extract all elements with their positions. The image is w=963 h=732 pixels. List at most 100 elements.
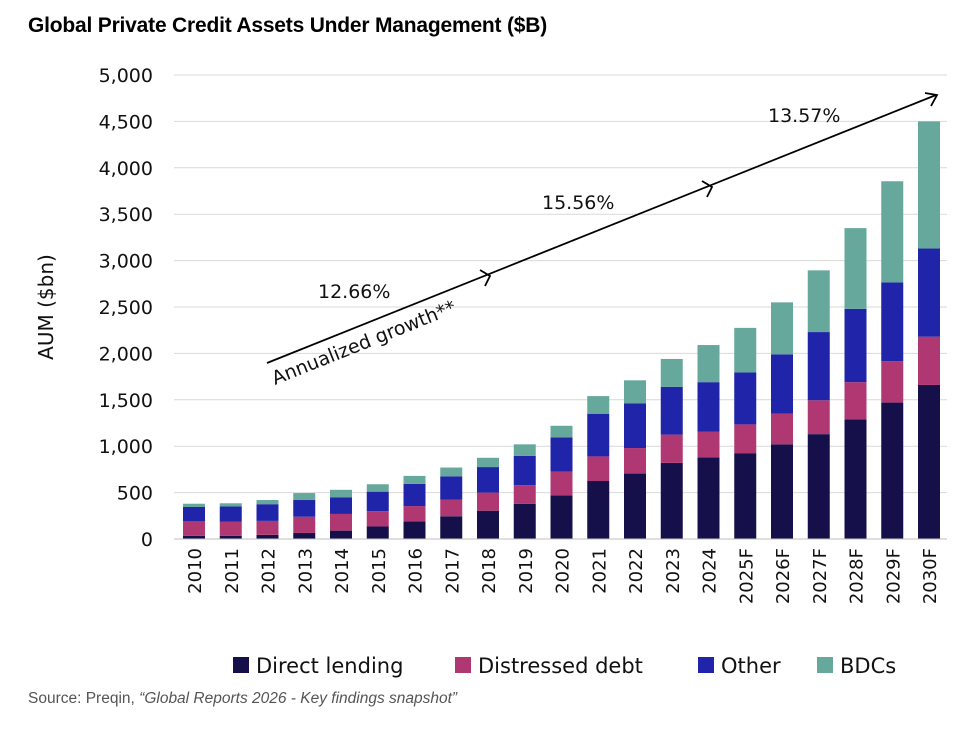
bar-segment	[881, 181, 904, 283]
y-tick-label: 500	[117, 483, 153, 505]
bar-segment	[366, 484, 389, 492]
bar-segment	[183, 521, 205, 536]
bar-segment	[219, 506, 242, 522]
y-tick-label: 2,500	[99, 297, 153, 319]
legend-swatch	[233, 657, 249, 673]
bar-segment	[440, 476, 463, 500]
bar-segment	[256, 500, 279, 505]
x-tick-label: 2015	[369, 548, 390, 594]
bar-segment	[587, 413, 610, 457]
x-tick-label: 2010	[185, 548, 206, 594]
bar-segment	[918, 336, 940, 385]
x-tick-label: 2017	[442, 548, 463, 594]
y-tick-label: 0	[141, 529, 153, 551]
growth-label-2: 15.56%	[542, 192, 614, 214]
x-tick-label: 2011	[222, 548, 243, 594]
bar-segment	[587, 456, 610, 481]
x-tick-label: 2021	[589, 548, 610, 594]
bar-segment	[881, 361, 904, 403]
bar-segment	[403, 483, 426, 507]
bar-segment	[477, 467, 499, 493]
bar-segment	[366, 511, 389, 527]
bar-segment	[477, 457, 499, 468]
y-tick-label: 2,000	[99, 343, 153, 365]
x-tick-label: 2029F	[883, 548, 904, 604]
legend-label: Other	[721, 654, 781, 678]
bar-segment	[734, 453, 757, 539]
bar-segment	[660, 358, 683, 387]
source-prefix: Source: Preqin,	[28, 690, 140, 707]
bar-segment	[624, 403, 646, 449]
x-tick-label: 2026F	[773, 548, 794, 604]
bar-segment	[844, 228, 867, 309]
y-tick-label: 3,000	[99, 251, 153, 273]
growth-arrow	[266, 92, 939, 364]
x-tick-label: 2013	[295, 548, 316, 594]
legend-label: Direct lending	[256, 654, 403, 678]
bar-segment	[697, 345, 720, 383]
legend-label: Distressed debt	[478, 654, 643, 678]
x-tick-label: 2012	[259, 548, 280, 594]
bar-segment	[256, 534, 279, 539]
bar-segment	[881, 402, 904, 539]
bar-segment	[807, 332, 830, 401]
bar-segment	[660, 462, 683, 539]
y-tick-label: 3,500	[99, 204, 153, 226]
bar-segment	[219, 535, 242, 539]
legend: Direct lending Distressed debt Other BDCs	[233, 654, 896, 678]
bar-segment	[624, 380, 646, 404]
x-tick-label: 2022	[626, 548, 647, 594]
bar-segment	[293, 500, 316, 517]
bar-segment	[624, 448, 646, 474]
bar-segment	[293, 532, 316, 539]
y-axis-label: AUM ($bn)	[34, 254, 58, 360]
bar-segment	[550, 495, 573, 539]
bar-segment	[918, 384, 940, 539]
bar-segment	[734, 372, 757, 425]
bar-segment	[183, 503, 205, 507]
bar-segment	[330, 489, 352, 498]
source-title: “Global Reports 2026 - Key findings snap…	[139, 690, 458, 707]
bar-segment	[513, 455, 536, 486]
bar-segment	[660, 434, 683, 463]
bar-segment	[918, 121, 940, 249]
bar-segment	[734, 424, 757, 454]
y-tick-label: 4,500	[99, 111, 153, 133]
bar-segment	[881, 282, 904, 362]
bar-segment	[550, 425, 573, 438]
bar-segment	[844, 308, 867, 383]
bar-segment	[440, 499, 463, 517]
bar-segment	[771, 302, 793, 355]
x-tick-label: 2027F	[810, 548, 831, 604]
growth-label-1: 12.66%	[318, 281, 390, 303]
legend-swatch	[455, 657, 471, 673]
chart-title: Global Private Credit Assets Under Manag…	[28, 14, 548, 37]
bar-segment	[771, 444, 793, 539]
x-tick-label: 2028F	[847, 548, 868, 604]
bar-segment	[513, 444, 536, 456]
bar-segment	[807, 270, 830, 333]
y-tick-label: 5,000	[99, 65, 153, 87]
x-tick-label: 2020	[553, 548, 574, 594]
bar-segment	[330, 513, 352, 531]
x-tick-label: 2025F	[736, 548, 757, 604]
y-axis-ticks: 0 500 1,000 1,500 2,000 2,500 3,000 3,500 4,000 4…	[99, 65, 153, 551]
bar-segment	[366, 526, 389, 539]
bar-segment	[293, 516, 316, 533]
bar-segment	[844, 419, 867, 539]
y-tick-label: 1,000	[99, 436, 153, 458]
bar-segment	[256, 520, 279, 535]
x-tick-label: 2014	[332, 548, 353, 594]
bar-segment	[587, 481, 610, 539]
bar-segment	[440, 467, 463, 477]
bar-segment	[293, 493, 316, 501]
bar-segment	[734, 327, 757, 373]
x-tick-label: 2018	[479, 548, 500, 594]
annualized-growth-label: Annualized growth**	[269, 296, 459, 389]
y-tick-label: 1,500	[99, 390, 153, 412]
bar-segment	[256, 504, 279, 521]
bar-segment	[477, 510, 499, 539]
bar-segment	[330, 530, 352, 539]
bar-segment	[366, 491, 389, 512]
bar-segment	[771, 413, 793, 445]
